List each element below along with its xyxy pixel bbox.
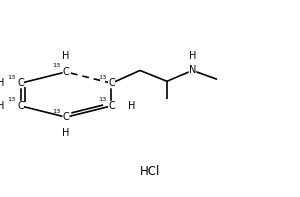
- Text: 13: 13: [98, 97, 106, 102]
- Text: H: H: [0, 101, 4, 111]
- Text: C: C: [63, 112, 69, 122]
- Text: H: H: [0, 78, 4, 88]
- Text: C: C: [17, 101, 24, 111]
- Text: 13: 13: [98, 75, 106, 80]
- Text: 13: 13: [7, 75, 15, 80]
- Text: H: H: [189, 51, 196, 61]
- Text: 13: 13: [7, 97, 15, 102]
- Text: C: C: [108, 78, 115, 88]
- Text: N: N: [189, 65, 196, 75]
- Text: H: H: [62, 51, 70, 61]
- Text: C: C: [63, 67, 69, 77]
- Text: H: H: [62, 128, 70, 138]
- Text: H: H: [128, 101, 135, 111]
- Text: 13: 13: [52, 63, 61, 68]
- Text: C: C: [17, 78, 24, 88]
- Text: HCl: HCl: [140, 165, 160, 178]
- Text: 13: 13: [52, 109, 61, 114]
- Text: C: C: [108, 101, 115, 111]
